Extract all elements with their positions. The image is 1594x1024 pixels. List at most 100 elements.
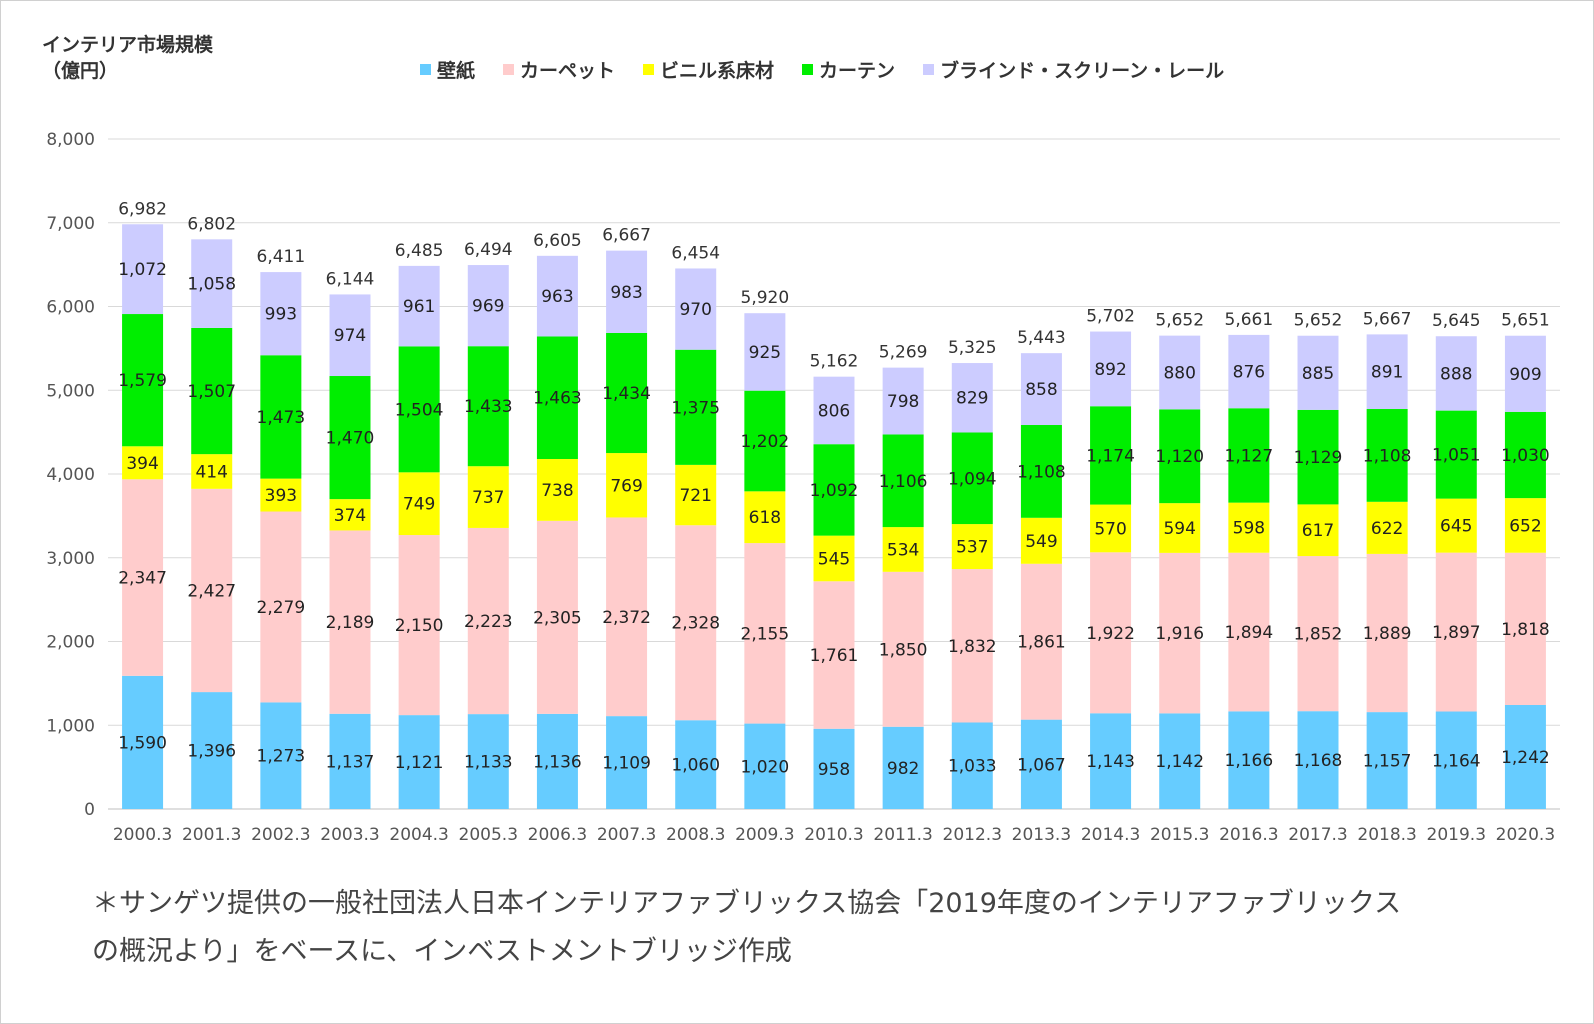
bar-segment <box>675 464 717 526</box>
total-label: 6,454 <box>671 243 720 263</box>
data-label: 749 <box>403 495 435 515</box>
legend-swatch <box>643 63 655 75</box>
bar-segment <box>1020 353 1062 426</box>
data-label: 806 <box>818 401 850 421</box>
data-label: 880 <box>1163 363 1195 383</box>
data-label: 1,434 <box>602 384 651 404</box>
x-tick-label: 2011.3 <box>873 825 932 845</box>
legend-swatch <box>420 63 431 75</box>
total-label: 5,702 <box>1086 307 1135 327</box>
x-tick-label: 2013.3 <box>1012 825 1071 845</box>
bar-segment <box>1020 719 1062 809</box>
data-label: 1,129 <box>1294 448 1343 468</box>
data-label: 1,894 <box>1225 623 1274 643</box>
bar-segment <box>882 367 924 435</box>
legend-item-curtain: カーテン <box>802 56 895 83</box>
data-label: 891 <box>1371 363 1403 383</box>
data-label: 798 <box>887 392 919 412</box>
data-label: 545 <box>818 549 850 569</box>
data-label: 1,092 <box>810 481 859 501</box>
x-tick-label: 2007.3 <box>597 825 656 845</box>
data-label: 534 <box>887 540 919 560</box>
bar-segment <box>191 454 233 489</box>
bar-segment <box>813 535 855 582</box>
data-label: 974 <box>334 326 366 346</box>
data-label: 2,279 <box>257 598 306 618</box>
bar-segment <box>882 527 924 572</box>
bar-segment <box>813 581 855 729</box>
data-label: 1,060 <box>671 756 720 776</box>
x-tick-label: 2018.3 <box>1357 825 1416 845</box>
data-label: 1,168 <box>1294 751 1343 771</box>
bar-segment <box>1297 504 1339 557</box>
data-label: 1,051 <box>1432 446 1481 466</box>
source-note: ＊サンゲツ提供の一般社団法人日本インテリアファブリックス協会「2019年度のイン… <box>92 880 1401 976</box>
x-tick-label: 2016.3 <box>1219 825 1278 845</box>
bar-segment <box>813 376 855 445</box>
bar-segment <box>536 336 578 460</box>
y-tick-label: 1,000 <box>46 716 95 736</box>
bar-segment <box>1366 712 1408 809</box>
x-tick-label: 2005.3 <box>459 825 518 845</box>
y-tick-label: 6,000 <box>46 298 95 318</box>
bar-segment <box>1366 334 1408 410</box>
data-label: 1,433 <box>464 397 513 417</box>
bar-segment <box>951 524 993 570</box>
bar-segment <box>1228 408 1270 503</box>
data-label: 1,164 <box>1432 751 1481 771</box>
data-label: 961 <box>403 297 435 317</box>
x-tick-label: 2008.3 <box>666 825 725 845</box>
data-label: 394 <box>126 454 158 474</box>
data-label: 983 <box>610 283 642 303</box>
x-tick-label: 2000.3 <box>113 825 172 845</box>
y-tick-label: 4,000 <box>46 465 95 485</box>
bar-segment <box>467 265 509 347</box>
x-tick-label: 2010.3 <box>804 825 863 845</box>
data-label: 645 <box>1440 517 1472 537</box>
bar-segment <box>1159 503 1201 553</box>
legend: 壁紙 カーペット ビニル系床材 カーテン ブラインド・スクリーン・レール <box>420 56 1252 82</box>
data-label: 888 <box>1440 364 1472 384</box>
y-tick-label: 0 <box>84 800 95 820</box>
data-label: 2,189 <box>326 613 375 633</box>
y-tick-label: 3,000 <box>46 549 95 569</box>
total-label: 5,661 <box>1225 310 1274 330</box>
bar-segment <box>1297 711 1339 809</box>
x-tick-label: 2001.3 <box>182 825 241 845</box>
bar-segment <box>1504 411 1546 499</box>
legend-item-blind: ブラインド・スクリーン・レール <box>923 56 1224 83</box>
bar-segment <box>329 499 371 531</box>
y-tick-label: 5,000 <box>46 381 95 401</box>
bar-segment <box>675 268 717 350</box>
bar-segment <box>191 239 233 328</box>
total-label: 6,802 <box>187 214 236 234</box>
bar-segment <box>191 692 233 809</box>
bar-segment <box>122 224 164 315</box>
stacked-bar-chart: 0 1,000 2,000 3,000 4,000 5,000 6,000 7,000 8,00… <box>46 130 1560 845</box>
x-tick-label: 2020.3 <box>1496 825 1555 845</box>
bar-segment <box>329 294 371 377</box>
bar-segment <box>1435 498 1477 553</box>
bar-segment <box>1435 410 1477 499</box>
total-label: 5,269 <box>879 343 928 363</box>
data-label: 1,202 <box>741 432 790 452</box>
total-label: 6,982 <box>118 199 167 219</box>
data-label: 1,470 <box>326 429 375 449</box>
data-label: 1,761 <box>810 646 859 666</box>
data-label: 393 <box>265 486 297 506</box>
x-tick-label: 2002.3 <box>251 825 310 845</box>
data-label: 721 <box>679 486 711 506</box>
bar-segment <box>398 265 440 347</box>
data-label: 969 <box>472 297 504 317</box>
x-tick-label: 2006.3 <box>528 825 587 845</box>
data-label: 993 <box>265 305 297 325</box>
bar-segment <box>1228 334 1270 409</box>
legend-item-carpet: カーペット <box>503 56 615 83</box>
data-label: 1,142 <box>1155 752 1204 772</box>
bar-segment <box>536 255 578 337</box>
bar-segment <box>329 530 371 714</box>
bar-segment <box>882 434 924 528</box>
data-label: 2,347 <box>118 569 167 589</box>
bar-segment <box>1159 335 1201 410</box>
x-tick-label: 2014.3 <box>1081 825 1140 845</box>
